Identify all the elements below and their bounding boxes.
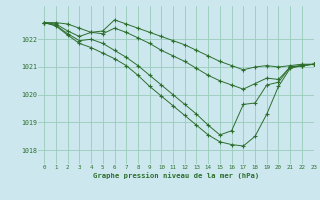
X-axis label: Graphe pression niveau de la mer (hPa): Graphe pression niveau de la mer (hPa) [93, 172, 259, 179]
